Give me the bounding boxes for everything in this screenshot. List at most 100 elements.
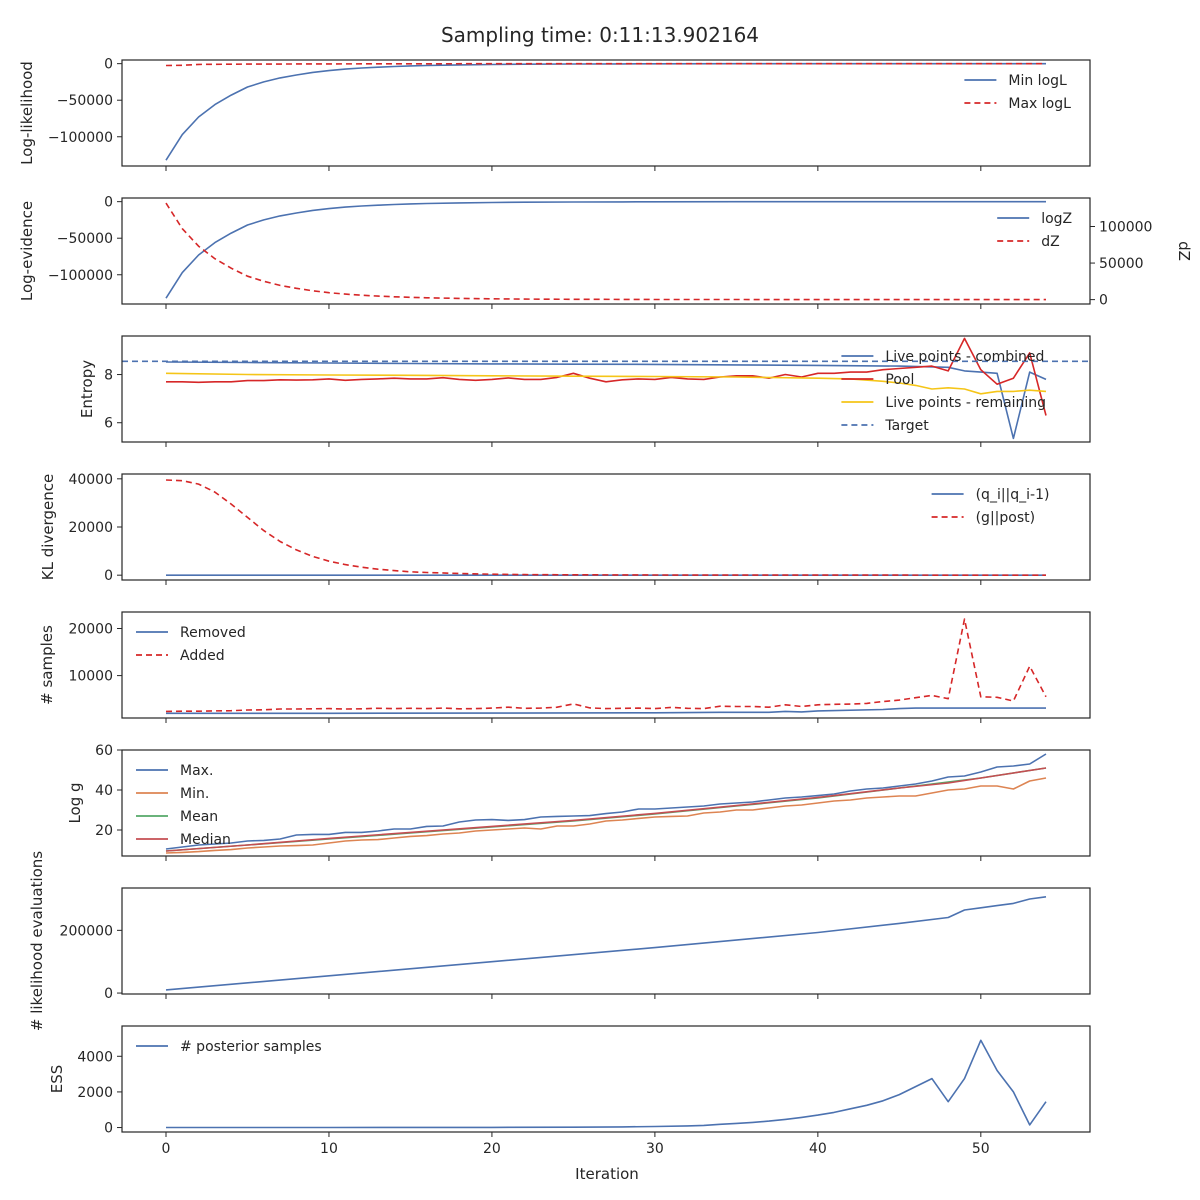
y-tick-label: 2000: [77, 1085, 113, 1101]
chart-panel-6: 0 200000 # likelihood evaluations: [28, 851, 1091, 1031]
series-line-3: [165, 767, 1047, 852]
series-group: [165, 753, 1047, 854]
y-tick-label: 40: [95, 783, 113, 799]
y-tick-label: 0: [104, 986, 113, 1002]
series-line-0: [165, 62, 1046, 161]
y-tick-label: 20000: [68, 520, 113, 536]
x-axis-label: Iteration: [575, 1165, 639, 1183]
chart-panel-5: 20 40 60 Log g Max. Min. Mean Median: [66, 743, 1091, 861]
y-tick-label: −50000: [57, 231, 113, 247]
legend-label: Live points - remaining: [885, 395, 1046, 411]
plot-frame: [121, 59, 1091, 167]
chart-panel-7: 0 2000 4000 0 10 20 30 40 50 ESS # posterior sampl…: [48, 1025, 1091, 1157]
legend-label: Min logL: [1008, 73, 1067, 89]
figure-title: Sampling time: 0:11:13.902164: [441, 23, 759, 47]
y2-tick-label: 100000: [1099, 220, 1152, 236]
y-tick-label: 20000: [68, 621, 113, 637]
plot-frame: [121, 749, 1091, 857]
y-axis-label: KL divergence: [39, 474, 57, 580]
plot-frame: [121, 335, 1091, 443]
y-tick-label: 60: [95, 743, 113, 759]
plot-frame: [121, 1025, 1091, 1133]
series-group: [165, 896, 1047, 991]
chart-panel-4: 10000 20000 # samples Removed Added: [38, 611, 1091, 723]
y-axis-label: # likelihood evaluations: [28, 851, 46, 1031]
legend: # posterior samples: [136, 1039, 322, 1055]
y-tick-label: 4000: [77, 1049, 113, 1065]
series-group: [165, 479, 1046, 577]
y-axis-label: Entropy: [78, 360, 96, 418]
series-group: [165, 618, 1047, 715]
y-tick-label: 200000: [60, 923, 113, 939]
legend-label: dZ: [1041, 234, 1059, 250]
y-tick-label: 6: [104, 416, 113, 432]
legend-label: Added: [180, 648, 225, 664]
series-line-1: [165, 479, 1046, 577]
chart-panel-3: 0 20000 40000 KL divergence (q_i||q_i-1) (g||…: [39, 472, 1091, 585]
legend: Min logL Max logL: [964, 73, 1071, 112]
legend-label: Live points - combined: [885, 349, 1044, 365]
legend-label: # posterior samples: [180, 1039, 322, 1055]
y-tick-label: 10000: [68, 669, 113, 685]
series-group: [166, 1039, 1047, 1129]
y2-tick-label: 0: [1099, 293, 1108, 309]
y-axis-label: Log-likelihood: [18, 61, 36, 165]
y-tick-label: 0: [104, 195, 113, 211]
legend-label: Pool: [885, 372, 914, 388]
series-line-0: [165, 896, 1047, 991]
x-tick-label: 0: [162, 1141, 171, 1157]
x-tick-label: 20: [483, 1141, 501, 1157]
y-tick-label: −100000: [48, 268, 113, 284]
y-tick-label: 0: [104, 568, 113, 584]
y-tick-label: 40000: [68, 472, 113, 488]
chart-panel-1: 0 −50000 −100000 0 50000 100000 dZ Log-evidence…: [18, 195, 1193, 309]
series-line-1: [166, 337, 1047, 416]
y-tick-label: 0: [104, 1121, 113, 1137]
legend-label: Removed: [180, 625, 246, 641]
series-line-0: [165, 200, 1046, 299]
series-group: [122, 337, 1090, 440]
chart-panels: 0 −50000 −100000 Log-likelihood Min logL Max …: [18, 57, 1193, 1157]
series-line-1: [165, 777, 1047, 854]
series-group: [165, 200, 1046, 301]
legend-label: Mean: [180, 809, 218, 825]
y-axis-label: Log-evidence: [18, 201, 36, 301]
legend: (q_i||q_i-1) (g||post): [931, 487, 1050, 526]
legend-label: Max.: [180, 763, 213, 779]
legend-label: logZ: [1041, 211, 1072, 227]
y2-tick-label: 50000: [1099, 256, 1144, 272]
x-tick-label: 10: [320, 1141, 338, 1157]
legend: Removed Added: [136, 625, 246, 664]
plot-frame: [121, 887, 1091, 995]
y-tick-label: 8: [104, 368, 113, 384]
y-tick-label: 20: [95, 823, 113, 839]
y-tick-label: −50000: [57, 93, 113, 109]
legend: Live points - combined Pool Live points - …: [841, 349, 1046, 434]
x-tick-label: 30: [646, 1141, 664, 1157]
legend-label: Median: [180, 832, 231, 848]
legend-label: (q_i||q_i-1): [976, 487, 1050, 503]
legend-label: (g||post): [976, 510, 1035, 526]
y2-axis-label: dZ: [1175, 241, 1193, 261]
y-axis-label: Log g: [66, 782, 84, 823]
series-line-2: [165, 372, 1047, 395]
plot-frame: [121, 197, 1091, 305]
series-group: [165, 62, 1046, 161]
series-line-0: [166, 707, 1046, 715]
y-tick-label: 0: [104, 57, 113, 73]
y-axis-label: ESS: [48, 1065, 66, 1094]
series-line-1: [165, 62, 1046, 67]
x-tick-label: 50: [972, 1141, 990, 1157]
legend: Max. Min. Mean Median: [136, 763, 231, 848]
legend-label: Target: [884, 418, 929, 434]
y-axis-label: # samples: [38, 625, 56, 705]
series-line-1: [165, 618, 1047, 713]
legend: logZ dZ: [997, 211, 1072, 250]
chart-panel-0: 0 −50000 −100000 Log-likelihood Min logL Max …: [18, 57, 1091, 171]
series-line-0: [165, 753, 1047, 850]
series-line-0: [166, 1039, 1047, 1129]
legend-label: Min.: [180, 786, 209, 802]
y-tick-label: −100000: [48, 130, 113, 146]
x-tick-label: 40: [809, 1141, 827, 1157]
